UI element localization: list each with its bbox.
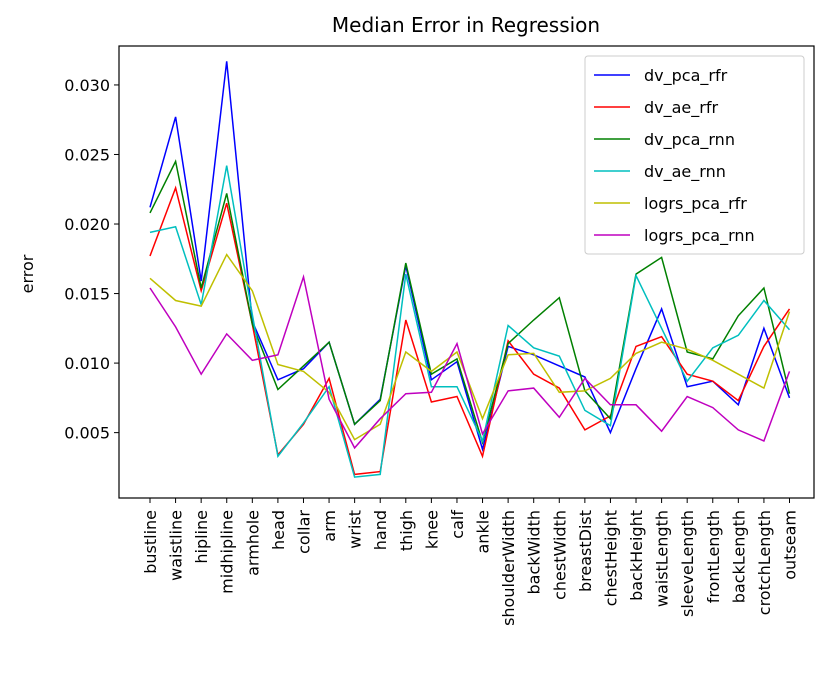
legend: dv_pca_rfr dv_ae_rfr dv_pca_rnn dv_ae_rnnlo… — [584, 55, 805, 255]
x-tick-label: head — [269, 510, 288, 550]
legend-label-logrs_pca_rnn: logrs_pca_rnn — [644, 226, 755, 246]
x-tick-label: backWidth — [525, 510, 544, 595]
legend-label-dv_ae_rfr: dv_ae_rfr — [644, 98, 718, 118]
y-tick-label: 0.020 — [64, 215, 110, 234]
x-tick-label: waistLength — [653, 510, 672, 607]
y-tick-label: 0.025 — [64, 145, 110, 164]
x-tick-label: frontLength — [704, 510, 723, 603]
y-tick-label: 0.015 — [64, 285, 110, 304]
series-line-dv_ae_rnn — [149, 165, 791, 478]
x-tick-label: midhipline — [218, 510, 237, 594]
x-tick-label: chestHeight — [601, 510, 620, 606]
x-tick-label: collar — [294, 510, 313, 554]
series-line-dv_ae_rfr — [149, 185, 791, 476]
y-axis-label: error — [18, 254, 37, 293]
x-tick-label: sleeveLength — [678, 510, 697, 617]
y-tick-label: 0.010 — [64, 354, 110, 373]
y-tick-label: 0.005 — [64, 424, 110, 443]
x-tick-label: hipline — [192, 510, 211, 564]
plot-frame — [118, 45, 815, 499]
x-tick-label: wrist — [346, 510, 365, 549]
legend-label-dv_pca_rfr: dv_pca_rfr — [644, 66, 728, 86]
legend-label-dv_pca_rnn: dv_pca_rnn — [644, 130, 735, 150]
axes-layer: 0.005 0.010 0.015 0.020 0.025 0.030 bustline wa… — [64, 45, 815, 626]
y-tick-label: 0.030 — [64, 76, 110, 95]
legend-label-dv_ae_rnn: dv_ae_rnn — [644, 162, 726, 182]
x-tick-label: chestWidth — [550, 510, 569, 600]
x-tick-label: bustline — [141, 510, 160, 574]
x-tick-label: crotchLength — [755, 510, 774, 615]
series-layer — [149, 61, 791, 478]
x-tick-label: outseam — [781, 510, 800, 580]
x-tick-label: arm — [320, 510, 339, 542]
x-tick-label: shoulderWidth — [499, 510, 518, 626]
x-tick-label: thigh — [397, 510, 416, 551]
legend-box — [584, 55, 805, 255]
series-line-logrs_pca_rnn — [149, 274, 791, 450]
x-tick-label: breastDist — [576, 510, 595, 592]
x-tick-label: waistline — [167, 510, 186, 581]
x-tick-label: armhole — [243, 510, 262, 576]
chart-title: Median Error in Regression — [332, 13, 600, 37]
x-tick-label: hand — [371, 510, 390, 550]
x-tick-label: calf — [448, 510, 467, 539]
x-tick-label: backHeight — [627, 510, 646, 601]
x-tick-label: backLength — [729, 510, 748, 603]
x-tick-label: knee — [422, 510, 441, 549]
series-line-logrs_pca_rfr — [149, 253, 791, 441]
legend-label-logrs_pca_rfr: logrs_pca_rfr — [644, 194, 747, 214]
x-tick-label: ankle — [474, 510, 493, 554]
